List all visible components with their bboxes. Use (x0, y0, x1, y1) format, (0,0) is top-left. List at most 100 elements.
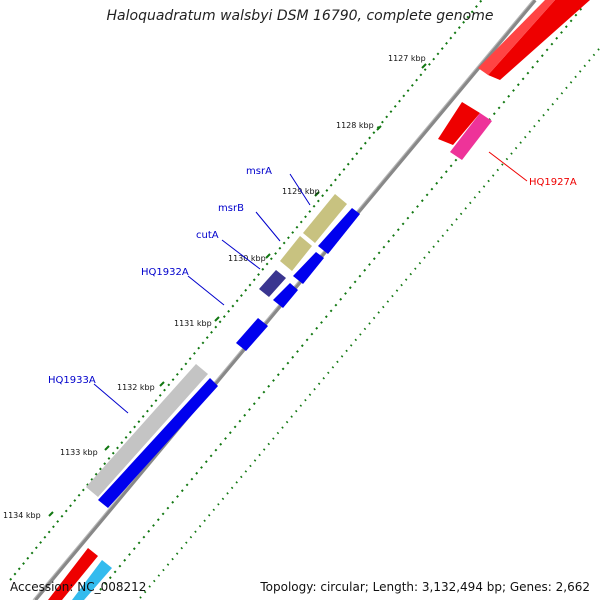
tick-dot (305, 338, 309, 342)
tick-dot (308, 393, 312, 396)
tick-dot (141, 415, 145, 418)
gene-label-hq1927a: HQ1927A (529, 177, 577, 188)
tick-dot (445, 41, 448, 45)
tick-dot (123, 558, 127, 562)
tick-dot (230, 486, 234, 490)
tick-dot (322, 377, 325, 380)
cuta-feature (259, 270, 286, 297)
tick-dot (491, 174, 495, 177)
tick-dot (304, 215, 307, 219)
tick-dot (180, 367, 184, 371)
label-leader-line (221, 239, 261, 270)
tick-dot (171, 500, 175, 504)
tick-mark (48, 511, 54, 517)
tick-dot (272, 437, 275, 440)
tick-dot (258, 453, 261, 457)
tick-dot (363, 327, 367, 331)
tick-dot (329, 309, 333, 313)
tick-dot (143, 590, 147, 594)
tick-dot (265, 262, 269, 266)
tick-dot (180, 546, 183, 550)
tick-dot (423, 256, 426, 259)
tick-dot (176, 495, 179, 498)
tick-dot (372, 316, 376, 320)
tick-dot (469, 201, 472, 205)
tick-label: 1132 kbp (117, 383, 155, 392)
label-leader-line (289, 173, 311, 206)
tick-dot (166, 506, 170, 510)
tick-dot (578, 70, 582, 73)
outer-tick-track (99, 7, 583, 591)
tick-dot (197, 346, 201, 350)
tick-dot (281, 367, 285, 371)
tick-dot (299, 404, 303, 407)
tick-dot (212, 508, 216, 512)
tick-dot (90, 478, 94, 481)
tick-dot (64, 509, 68, 513)
tick-dot (189, 535, 193, 539)
tick-dot (128, 430, 132, 434)
tick-dot (253, 459, 257, 462)
tick-dot (316, 199, 320, 203)
forward-cds-feature (488, 0, 590, 80)
tick-dot (560, 92, 564, 95)
tick-dot (411, 210, 415, 214)
tick-dot (188, 357, 192, 361)
tick-dot (346, 162, 350, 166)
tick-dot (166, 563, 170, 566)
tick-dot (556, 97, 559, 101)
tick-dot (171, 557, 174, 561)
tick-dot (184, 362, 188, 366)
tick-dot (200, 466, 203, 469)
reverse-cds-feature (318, 208, 360, 254)
tick-dot (400, 283, 403, 287)
tick-dot (34, 546, 38, 550)
tick-dot (257, 273, 260, 276)
tick-dot (201, 341, 205, 345)
tick-dot (198, 525, 202, 528)
tick-dot (47, 530, 51, 534)
tick-dot (272, 379, 275, 382)
tick-dot (240, 294, 243, 297)
tick-dot (410, 83, 414, 87)
tick-dot (81, 488, 85, 492)
tick-dot (295, 225, 299, 229)
tick-dot (420, 199, 424, 203)
tick-dot (261, 267, 265, 271)
tick-dot (466, 15, 470, 19)
tick-dot (226, 492, 229, 495)
tick-label: 1128 kbp (336, 121, 374, 130)
tick-dot (124, 436, 128, 439)
tick-dot (282, 241, 286, 245)
tick-dot (540, 54, 544, 58)
tick-dot (446, 229, 449, 232)
tick-dot (428, 62, 431, 66)
tick-dot (185, 541, 188, 544)
forward-cds-feature (438, 102, 480, 145)
tick-dot (482, 185, 486, 188)
label-leader-line (187, 275, 225, 306)
tick-dot (157, 574, 161, 577)
tick-dot (521, 77, 525, 81)
tick-dot (419, 73, 423, 77)
tick-dot (193, 351, 196, 355)
label-leader-line (488, 151, 528, 182)
tick-dot (195, 471, 199, 475)
tick-dot (158, 393, 162, 397)
accession-text: Accession: NC_008212 (10, 580, 147, 594)
tick-dot (128, 553, 131, 556)
tick-dot (473, 196, 477, 199)
tick-dot (163, 388, 166, 392)
tick-dot (248, 283, 252, 287)
msra-feature (303, 194, 347, 243)
tick-dot (393, 104, 397, 108)
tick-dot (320, 321, 323, 324)
tick-dot (111, 451, 115, 455)
tick-dot (545, 48, 549, 52)
tick-dot (377, 311, 380, 314)
forward-cds-feature (478, 0, 555, 75)
tick-dot (363, 268, 367, 272)
tick-dot (588, 59, 591, 62)
tick-dot (377, 251, 381, 255)
